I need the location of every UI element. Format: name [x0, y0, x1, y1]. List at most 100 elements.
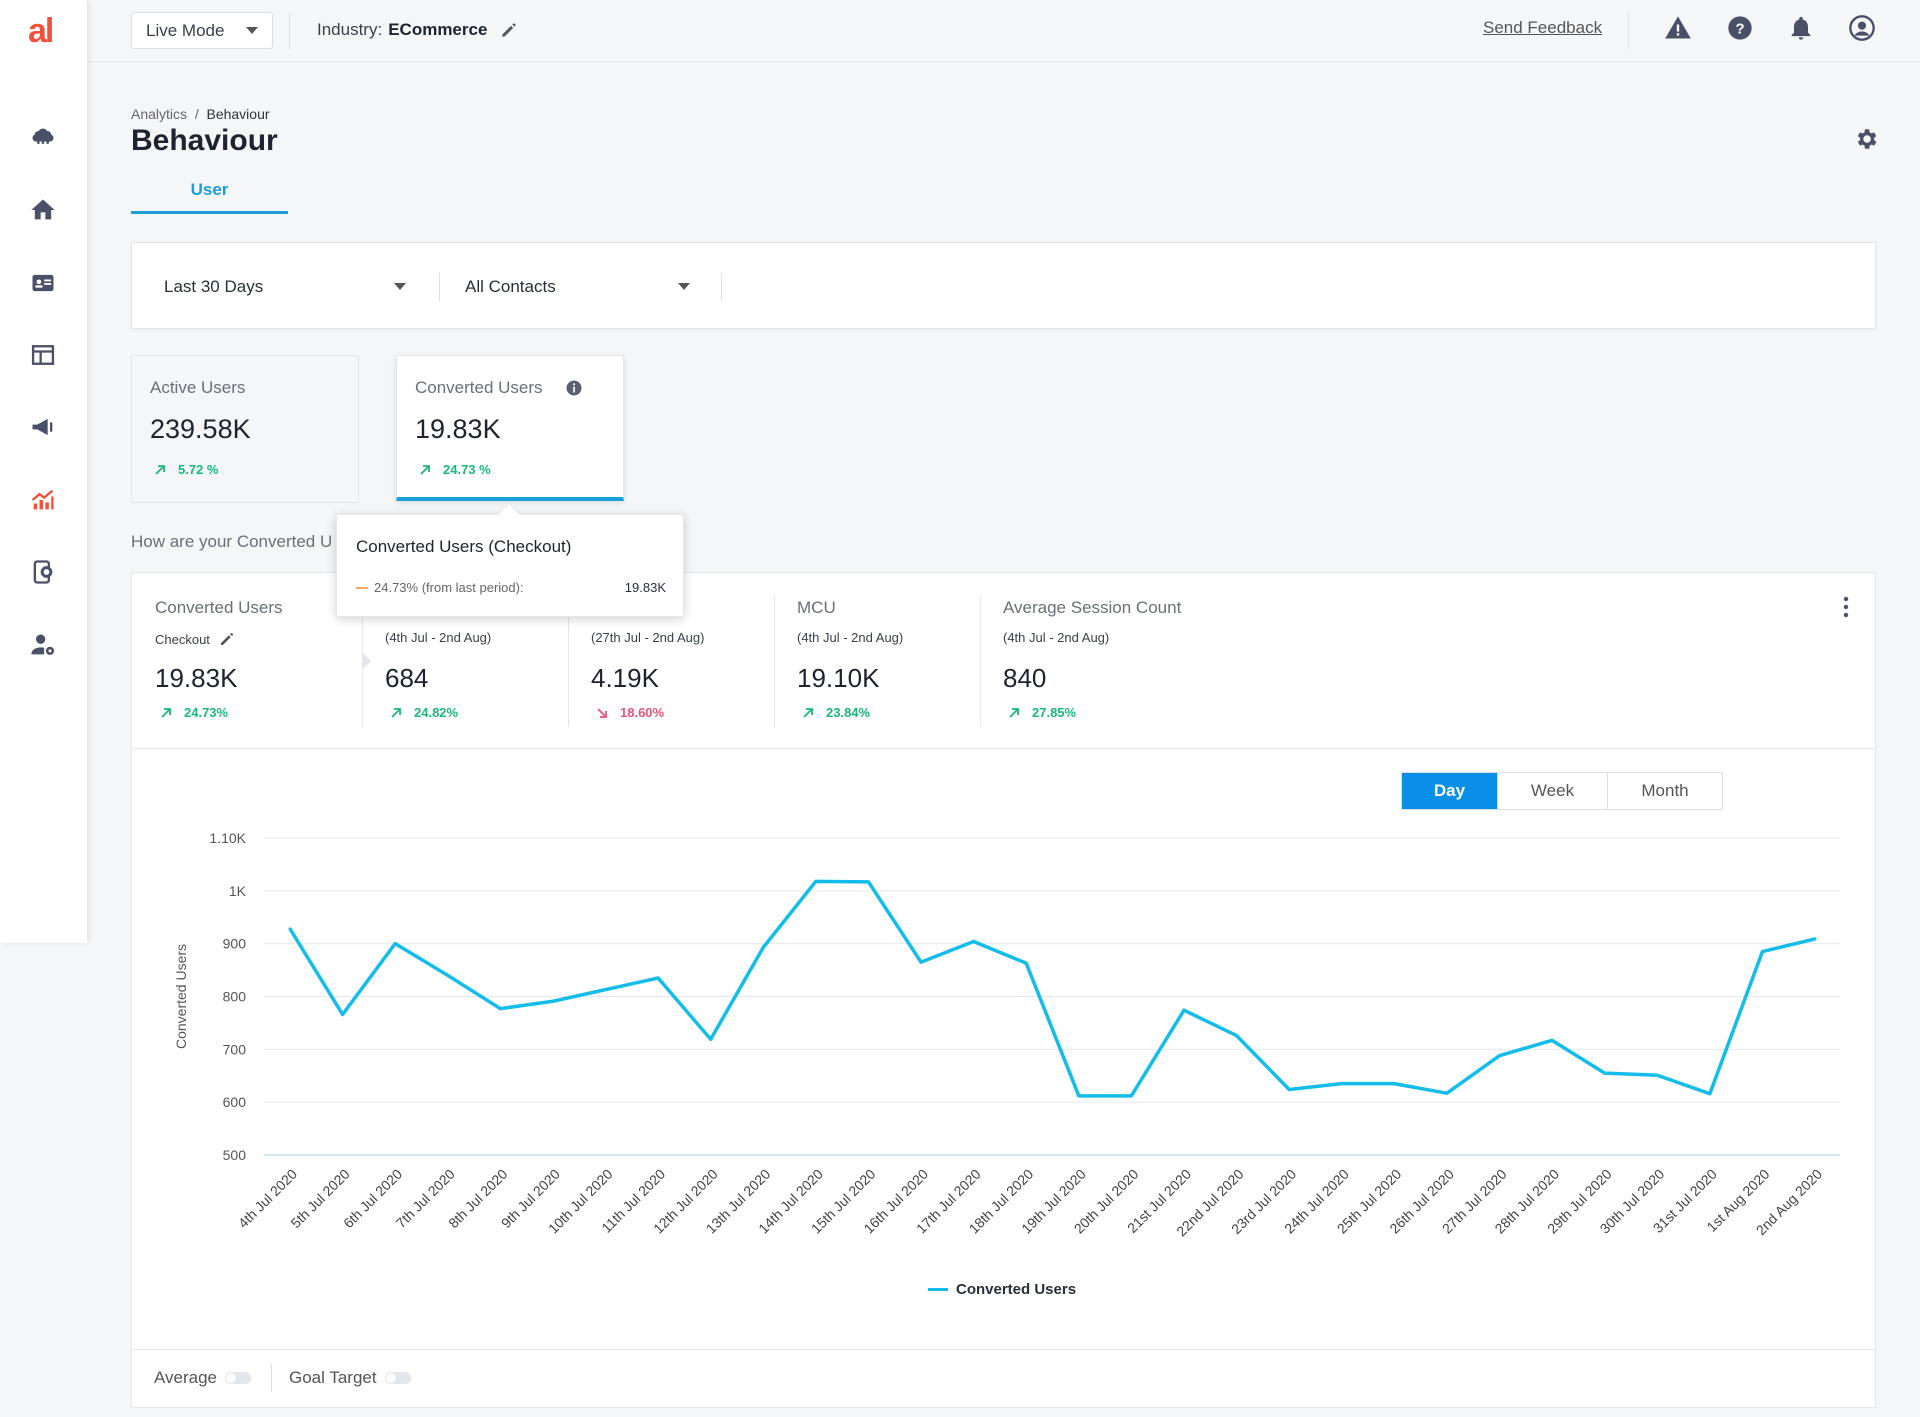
date-range-select[interactable]: Last 30 Days [164, 243, 414, 330]
analytics-chart-icon[interactable] [26, 483, 60, 517]
data-point [1708, 1092, 1712, 1096]
segment-value: All Contacts [465, 276, 556, 296]
arrow-up-right-icon [161, 707, 171, 718]
kpi-delta: 24.73 % [419, 462, 491, 477]
kpi-value: 19.83K [415, 414, 501, 444]
data-point [1182, 1008, 1186, 1012]
data-point [341, 1012, 345, 1016]
metric-delta-value: 23.84% [826, 705, 871, 720]
tab-user[interactable]: User [131, 176, 288, 214]
help-icon[interactable]: ? [1725, 13, 1755, 43]
segment-select[interactable]: All Contacts [465, 243, 705, 330]
layout-icon[interactable] [26, 338, 60, 372]
data-point [1340, 1082, 1344, 1086]
arrow-up-right-icon [391, 707, 401, 718]
series-line [288, 879, 1816, 1098]
granularity-switch: Day Week Month [1401, 772, 1723, 810]
data-point [709, 1037, 713, 1041]
data-point [604, 988, 608, 992]
metric-delta-value: 24.82% [414, 705, 459, 720]
goal-target-switch[interactable] [384, 1372, 411, 1384]
metric-value: 4.19K [591, 663, 659, 693]
user-settings-icon[interactable] [26, 628, 60, 662]
metric-delta-value: 27.85% [1032, 705, 1077, 720]
y-tick-label: 1K [229, 883, 247, 899]
tooltip-row-label: 24.73% (from last period): [374, 580, 524, 595]
bell-icon[interactable] [1786, 13, 1816, 43]
send-feedback-link[interactable]: Send Feedback [1483, 18, 1603, 37]
metric-converted-users[interactable]: Converted Users Checkout 19.83K 24.73% [132, 573, 362, 749]
metric-date-range: (27th Jul - 2nd Aug) [591, 630, 705, 645]
brain-icon[interactable] [26, 121, 60, 155]
kpi-card-active-users[interactable]: Active Users 239.58K 5.72 % [131, 355, 359, 503]
data-point [1077, 1094, 1081, 1098]
megaphone-icon[interactable] [26, 410, 60, 444]
average-toggle-label: Average [154, 1368, 218, 1387]
pencil-icon[interactable] [499, 20, 519, 40]
metric-value: 19.83K [155, 663, 238, 693]
granularity-month[interactable]: Month [1607, 773, 1722, 809]
y-tick-label: 700 [223, 1041, 247, 1057]
gear-icon[interactable] [1853, 126, 1879, 152]
alert-icon[interactable] [1663, 13, 1693, 43]
chevron-right-icon [363, 653, 371, 669]
mobile-web-icon[interactable] [26, 555, 60, 589]
divider [568, 595, 569, 727]
home-icon[interactable] [26, 193, 60, 227]
kpi-tooltip: Converted Users (Checkout) 24.73% (from … [336, 502, 684, 617]
line-chart: 500 600 700 800 900 1K 1.10K Converted Users 4th… [160, 820, 1860, 1300]
sidebar: al [0, 0, 87, 943]
data-point [498, 1007, 502, 1011]
goal-target-toggle[interactable]: Goal Target [289, 1368, 411, 1388]
metric-event: Checkout [155, 631, 210, 647]
metric-average-session-count[interactable]: Average Session Count (4th Jul - 2nd Aug… [980, 573, 1280, 749]
tooltip-row-value: 19.83K [624, 580, 666, 595]
metric-delta: 27.85% [1008, 705, 1076, 720]
arrow-up-right-icon [420, 464, 430, 475]
data-point [1235, 1034, 1239, 1038]
metric-3[interactable]: (27th Jul - 2nd Aug) 4.19K 18.60% [568, 573, 774, 749]
chevron-down-icon [394, 283, 406, 290]
data-point [1655, 1073, 1659, 1077]
metric-date-range: (4th Jul - 2nd Aug) [797, 630, 904, 645]
section-question: How are your Converted U [131, 532, 333, 551]
breadcrumb-current: Behaviour [206, 106, 270, 122]
data-point [446, 973, 450, 977]
account-icon[interactable] [1847, 13, 1877, 43]
chart-legend[interactable]: Converted Users [928, 1281, 1076, 1298]
divider [1628, 12, 1629, 49]
pencil-icon[interactable] [218, 630, 236, 648]
kpi-card-converted-users[interactable]: Converted Users 19.83K 24.73 % [396, 355, 624, 501]
legend-label: Converted Users [956, 1281, 1077, 1298]
legend-swatch [928, 1288, 948, 1291]
arrow-up-right-icon [1009, 707, 1019, 718]
metric-delta: 24.73% [160, 705, 228, 720]
metric-delta: 24.82% [390, 705, 458, 720]
app-logo[interactable]: al [28, 12, 54, 50]
data-point [1129, 1094, 1133, 1098]
metric-mcu[interactable]: MCU (4th Jul - 2nd Aug) 19.10K 23.84% [774, 573, 980, 749]
goal-target-toggle-label: Goal Target [289, 1368, 377, 1387]
metric-value: 19.10K [797, 663, 880, 693]
metric-delta: 18.60% [596, 705, 664, 720]
more-options-icon[interactable] [1841, 595, 1851, 619]
average-switch[interactable] [225, 1372, 252, 1384]
average-toggle[interactable]: Average [154, 1368, 252, 1388]
chevron-down-icon [678, 283, 690, 290]
metric-2[interactable]: (4th Jul - 2nd Aug) 684 24.82% [362, 573, 568, 749]
metric-value: 684 [385, 663, 429, 693]
breadcrumb-analytics[interactable]: Analytics [131, 106, 188, 122]
data-point [1287, 1087, 1291, 1091]
metrics-panel: Converted Users Checkout 19.83K 24.73% (… [131, 572, 1876, 1408]
kpi-label: Active Users [150, 378, 246, 397]
mode-select[interactable]: Live Mode [131, 12, 273, 49]
granularity-day[interactable]: Day [1402, 773, 1497, 809]
contact-card-icon[interactable] [26, 266, 60, 300]
metric-date-range: (4th Jul - 2nd Aug) [1003, 630, 1110, 645]
divider [289, 12, 290, 49]
breadcrumb: Analytics / Behaviour [131, 106, 270, 122]
data-point [1024, 961, 1028, 965]
info-icon[interactable] [565, 379, 583, 397]
granularity-week[interactable]: Week [1497, 773, 1607, 809]
